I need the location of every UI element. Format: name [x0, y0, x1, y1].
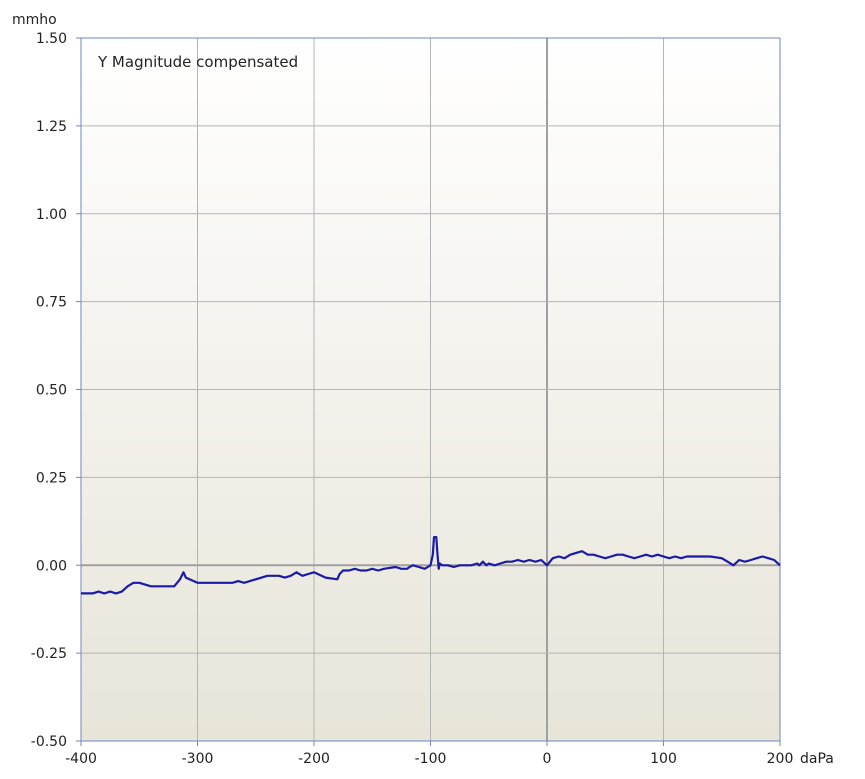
x-tick-label: -200	[298, 751, 330, 767]
x-tick-label: -400	[65, 751, 97, 767]
y-tick-label: 1.00	[36, 207, 67, 223]
legend-label: Y Magnitude compensated	[97, 53, 298, 71]
y-tick-label: -0.25	[31, 646, 67, 662]
axes	[76, 37, 781, 746]
x-tick-label: 200	[767, 751, 794, 767]
y-tick-label: 0.00	[36, 558, 67, 574]
y-tick-label: -0.50	[31, 734, 67, 750]
plot-border	[80, 37, 781, 742]
x-axis-unit: daPa	[800, 751, 834, 767]
y-tick-label: 1.25	[36, 119, 67, 135]
y-tick-label: 1.50	[36, 31, 67, 47]
y-tick-label: 0.50	[36, 383, 67, 399]
x-tick-label: 0	[543, 751, 552, 767]
series-line-0	[81, 535, 781, 595]
y-axis-unit: mmho	[12, 12, 57, 28]
x-tick-label: 100	[650, 751, 677, 767]
y-tick-label: 0.25	[36, 470, 67, 486]
tick-labels: -400 -300 -200 -100 0 100 200 -0.50 -0.25 0.00 0.2…	[31, 31, 794, 767]
series-lines	[81, 535, 781, 595]
x-tick-label: -300	[182, 751, 214, 767]
y-tick-label: 0.75	[36, 295, 67, 311]
x-tick-label: -100	[415, 751, 447, 767]
